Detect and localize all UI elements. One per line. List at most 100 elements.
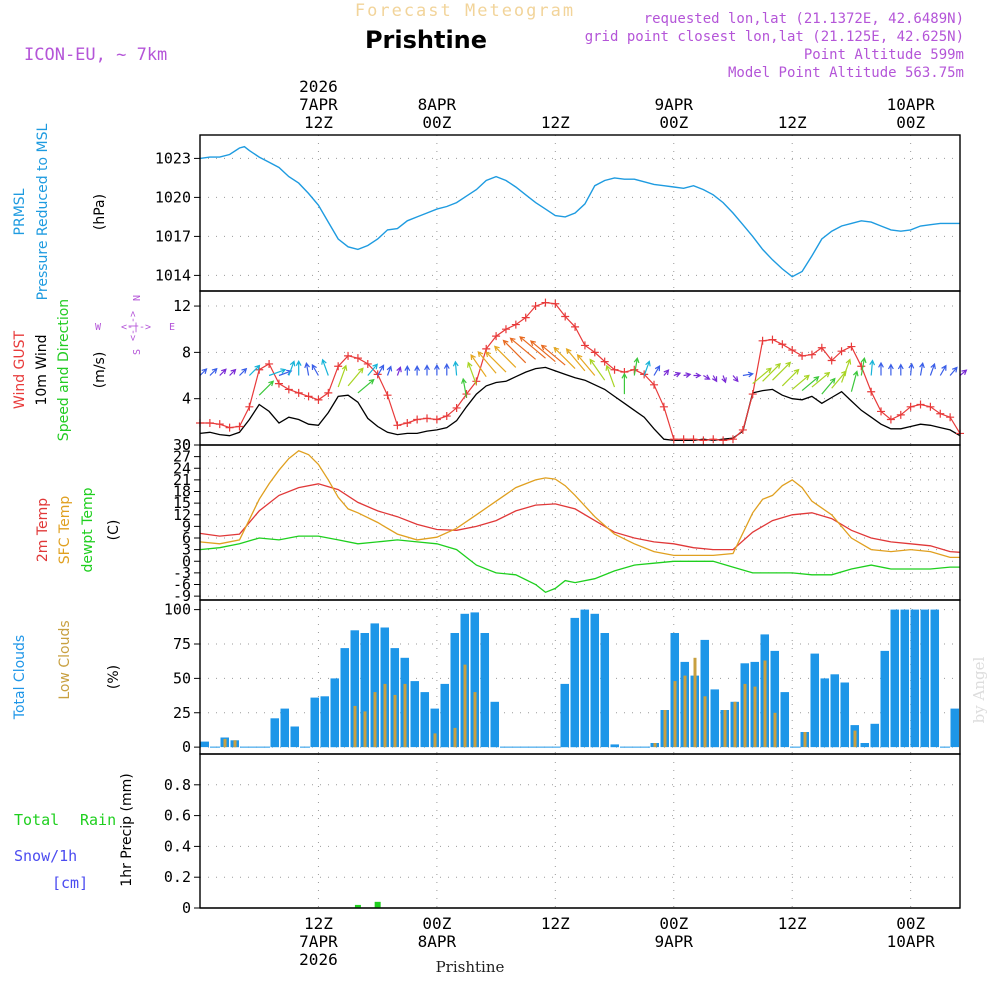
temperature-grid bbox=[200, 444, 960, 600]
rain-bar bbox=[374, 901, 381, 908]
wind-label-gust: Wind GUST bbox=[12, 330, 28, 409]
wind-direction-arrow bbox=[919, 361, 925, 376]
time-label: 12Z bbox=[304, 113, 333, 132]
time-label: 9APR bbox=[655, 932, 694, 951]
low-cloud-bar bbox=[453, 727, 457, 748]
total-cloud-bar bbox=[420, 692, 429, 748]
gust-marker bbox=[926, 402, 935, 411]
temp-label-2m: 2m Temp bbox=[35, 498, 51, 562]
wind-direction-arrow bbox=[673, 371, 682, 378]
y-tick-label: 0 bbox=[182, 552, 191, 570]
y-tick-label: 3 bbox=[182, 541, 191, 559]
time-label: 7APR bbox=[299, 95, 338, 114]
compass-ns-arrows: <-|-> bbox=[128, 311, 139, 341]
y-tick-label: 30 bbox=[173, 436, 191, 454]
time-label: 10APR bbox=[887, 95, 936, 114]
pressure-series bbox=[199, 145, 960, 278]
total-cloud-bar bbox=[900, 609, 909, 748]
low-cloud-bar bbox=[473, 692, 477, 748]
legend-rain: Rain bbox=[80, 811, 116, 829]
model-altitude: Model Point Altitude 563.75m bbox=[728, 65, 964, 81]
wind-direction-arrow bbox=[433, 363, 440, 376]
time-label: 9APR bbox=[655, 95, 694, 114]
temperature-axis-label: 2m Temp SFC Temp dewpt Temp (C) bbox=[35, 487, 122, 572]
gust-marker bbox=[304, 392, 313, 401]
low-cloud-bar bbox=[693, 657, 697, 748]
clouds-y-ticks: 0 25 50 75 100 bbox=[164, 601, 200, 756]
total-cloud-bar bbox=[780, 692, 789, 748]
gust-marker bbox=[906, 402, 915, 411]
total-cloud-bar bbox=[470, 612, 479, 748]
time-label: 12Z bbox=[304, 914, 333, 933]
total-cloud-bar bbox=[810, 653, 819, 748]
gust-marker bbox=[531, 302, 540, 311]
total-cloud-bar bbox=[830, 674, 839, 748]
gust-marker bbox=[719, 436, 728, 445]
clouds-label-unit: (%) bbox=[106, 665, 122, 689]
y-tick-label: 6 bbox=[182, 529, 191, 547]
gust-marker bbox=[452, 403, 461, 412]
wind-direction-arrow bbox=[529, 340, 556, 363]
gust-marker bbox=[205, 419, 214, 427]
total-cloud-bar bbox=[910, 609, 919, 748]
wind-direction-arrow bbox=[703, 374, 711, 380]
gust-marker bbox=[501, 325, 510, 334]
total-cloud-bar bbox=[860, 743, 869, 748]
legend-snow-unit: [cm] bbox=[52, 874, 88, 892]
wind-direction-arrow bbox=[485, 351, 507, 373]
clouds-label-total: Total Clouds bbox=[12, 635, 28, 720]
time-label: 00Z bbox=[896, 113, 925, 132]
gust-marker bbox=[748, 390, 757, 399]
gust-marker bbox=[659, 402, 668, 411]
y-tick-label: 12 bbox=[173, 506, 191, 524]
wind-direction-arrow bbox=[576, 354, 596, 376]
time-label: 00Z bbox=[422, 113, 451, 132]
total-cloud-bar bbox=[600, 633, 609, 748]
gust-marker bbox=[344, 351, 353, 360]
low-cloud-bar bbox=[753, 686, 757, 748]
total-cloud-bar bbox=[870, 723, 879, 748]
total-cloud-bar bbox=[710, 689, 719, 748]
time-label: 8APR bbox=[418, 95, 457, 114]
time-label: 7APR bbox=[299, 932, 338, 951]
wind-direction-arrow bbox=[801, 375, 820, 392]
gust-marker bbox=[788, 346, 797, 355]
wind-direction-arrow bbox=[732, 375, 739, 383]
low-cloud-bar bbox=[393, 694, 397, 748]
gust-marker bbox=[827, 356, 836, 365]
gust-marker bbox=[610, 365, 619, 374]
location-title: Prishtine bbox=[365, 26, 487, 54]
wind-direction-arrow bbox=[304, 361, 310, 376]
gust-marker bbox=[284, 385, 293, 394]
gust-marker bbox=[521, 313, 530, 322]
gust-marker bbox=[936, 409, 945, 418]
wind-direction-arrow bbox=[199, 368, 208, 376]
wind-label-unit: (m/s) bbox=[92, 352, 108, 389]
wind-direction-arrow bbox=[693, 372, 702, 379]
gust-marker bbox=[314, 395, 323, 404]
gust-marker bbox=[482, 344, 491, 353]
gust-marker bbox=[580, 341, 589, 350]
low-cloud-bar bbox=[663, 710, 667, 748]
wind-direction-arrow bbox=[752, 367, 772, 385]
clouds-series bbox=[200, 609, 959, 748]
compass-rose-icon: N S W E <-|-> <-|-> bbox=[95, 295, 175, 355]
y-tick-label: 0 bbox=[182, 738, 191, 756]
wind-direction-arrow bbox=[878, 361, 884, 376]
total-cloud-bar bbox=[430, 708, 439, 748]
y-tick-label: 4 bbox=[182, 390, 191, 408]
wind-direction-arrow bbox=[540, 344, 566, 366]
wind-direction-arrow bbox=[869, 359, 876, 376]
gust-marker bbox=[877, 407, 886, 416]
wind-direction-arrow bbox=[860, 356, 867, 376]
wind-axis-label: Wind GUST 10m Wind Speed and Direction (… bbox=[12, 299, 108, 441]
panel-frame bbox=[199, 753, 961, 909]
wind-direction-arrow bbox=[311, 363, 319, 376]
gust-marker bbox=[235, 422, 244, 431]
pressure-axis-label: PRMSL Pressure Reduced to MSL (hPa) bbox=[12, 123, 108, 300]
wind-direction-arrow bbox=[229, 368, 237, 376]
footer-location: Prishtine bbox=[436, 958, 505, 976]
total-cloud-bar bbox=[840, 682, 849, 748]
compass-e: E bbox=[169, 322, 175, 333]
